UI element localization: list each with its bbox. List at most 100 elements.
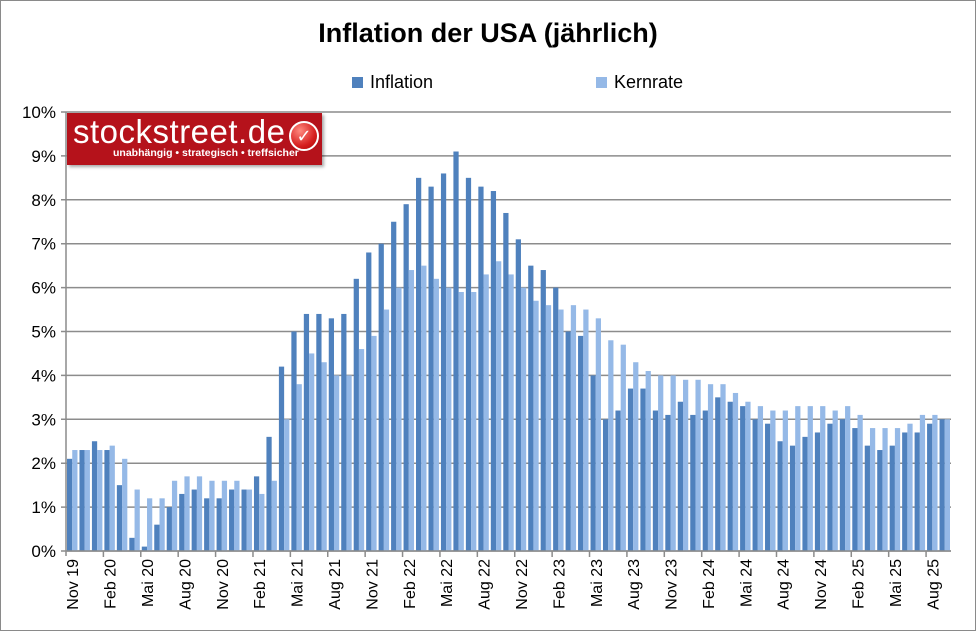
bar-inflation [789, 445, 796, 551]
bar-inflation [316, 313, 322, 551]
bar-kernrate [745, 401, 751, 551]
bar-kernrate [296, 384, 302, 551]
bar-inflation [752, 419, 758, 551]
y-tick-label: 8% [31, 191, 56, 210]
bar-kernrate [147, 498, 153, 551]
bar-kernrate [209, 480, 215, 551]
x-tick-label: Feb 20 [103, 559, 120, 609]
bar-inflation [852, 428, 858, 551]
logo-text: stockstreet.de [73, 113, 286, 150]
bar-kernrate [932, 414, 938, 551]
chart-title: Inflation der USA (jährlich) [318, 18, 658, 48]
bar-inflation [652, 410, 659, 551]
bar-kernrate [645, 371, 651, 551]
bar-inflation [303, 313, 310, 551]
bar-inflation [154, 524, 160, 551]
bar-inflation [428, 186, 434, 551]
bar-kernrate [97, 450, 103, 551]
bar-inflation [366, 252, 372, 552]
x-tick-label: Feb 24 [701, 559, 718, 609]
bar-kernrate [695, 379, 701, 551]
bar-kernrate [633, 362, 639, 551]
bar-kernrate [944, 419, 951, 551]
bar-inflation [939, 419, 945, 551]
bar-inflation [702, 410, 708, 551]
x-tick-label: Nov 19 [65, 559, 82, 610]
bar-kernrate [795, 406, 801, 551]
bar-inflation [191, 489, 197, 551]
checkmark-icon: ✓ [289, 121, 319, 151]
bar-kernrate [832, 410, 838, 551]
bar-kernrate [358, 349, 365, 551]
bar-inflation [814, 432, 821, 551]
bar-kernrate [159, 498, 165, 551]
bar-inflation [665, 414, 671, 551]
y-tick-label: 2% [31, 454, 56, 473]
bar-inflation [902, 432, 908, 551]
bar-inflation [740, 406, 746, 551]
bar-kernrate [770, 410, 776, 551]
bar-inflation [602, 419, 609, 551]
bar-inflation [615, 410, 621, 551]
bar-inflation [540, 270, 546, 551]
x-tick-label: Mai 22 [439, 559, 456, 607]
bar-kernrate [520, 287, 527, 551]
bar-inflation [216, 498, 222, 551]
bar-kernrate [184, 476, 190, 551]
bar-inflation [627, 388, 634, 551]
bar-kernrate [595, 318, 601, 551]
bar-inflation [528, 265, 534, 551]
bar-kernrate [869, 428, 876, 551]
x-tick-label: Nov 23 [664, 559, 681, 610]
bar-inflation [465, 177, 472, 551]
x-tick-label: Mai 20 [140, 559, 157, 607]
x-tick-label: Aug 23 [626, 559, 643, 610]
y-tick-label: 0% [31, 542, 56, 561]
bar-inflation [66, 458, 73, 551]
bar-kernrate [894, 428, 901, 551]
bar-kernrate [583, 309, 589, 551]
x-tick-label: Nov 22 [514, 559, 531, 610]
bar-inflation [889, 445, 895, 551]
bar-kernrate [483, 274, 489, 551]
bar-kernrate [757, 406, 764, 551]
bar-kernrate [234, 480, 240, 551]
bar-kernrate [109, 445, 115, 551]
y-tick-label: 1% [31, 498, 56, 517]
bar-inflation [266, 436, 272, 551]
bar-kernrate [171, 480, 178, 551]
bar-inflation [877, 450, 883, 551]
bar-inflation [141, 546, 148, 551]
bar-kernrate [122, 458, 128, 551]
bar-inflation [453, 151, 459, 551]
bar-inflation [565, 331, 571, 551]
x-tick-label: Nov 21 [364, 559, 381, 610]
x-tick-label: Feb 22 [402, 559, 419, 609]
bar-inflation [553, 287, 559, 551]
bar-inflation [204, 498, 210, 551]
logo-tagline: unabhängig • strategisch • treffsicher [113, 147, 299, 159]
bar-kernrate [907, 423, 913, 551]
bar-kernrate [882, 428, 888, 551]
x-tick-label: Mai 24 [738, 559, 755, 607]
bar-inflation [416, 177, 422, 551]
bar-kernrate [221, 480, 228, 551]
y-tick-label: 4% [31, 366, 56, 385]
bar-inflation [478, 186, 484, 551]
bar-inflation [777, 441, 783, 551]
bar-inflation [229, 489, 235, 551]
legend-swatch-inflation [352, 77, 363, 88]
bar-kernrate [321, 362, 327, 551]
bar-inflation [864, 445, 870, 551]
bar-kernrate [271, 480, 277, 551]
bar-inflation [328, 318, 334, 551]
x-tick-label: Aug 20 [177, 559, 194, 610]
bar-kernrate [558, 309, 564, 551]
bar-inflation [578, 335, 584, 551]
bar-inflation [179, 493, 185, 551]
bar-kernrate [683, 379, 689, 551]
bar-inflation [490, 191, 497, 551]
bar-inflation [91, 441, 98, 551]
bar-kernrate [845, 406, 851, 551]
